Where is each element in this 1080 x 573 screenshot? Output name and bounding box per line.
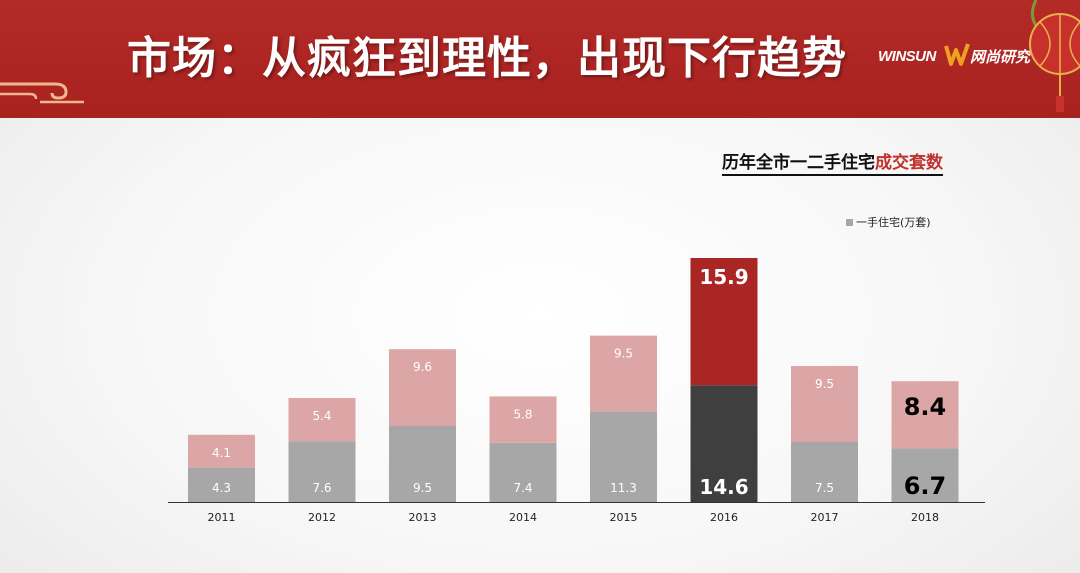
chart-title-prefix: 历年全市一二手住宅 xyxy=(722,153,875,173)
bar-top-2017 xyxy=(791,366,858,442)
data-label-bottom-2013: 9.5 xyxy=(413,481,432,495)
bar-top-2011 xyxy=(188,434,255,468)
bar-top-2013 xyxy=(389,349,456,426)
legend-label: 一手住宅(万套) xyxy=(856,216,931,229)
logo-text-en: WINSUN xyxy=(878,48,936,65)
data-label-top-2012: 5.4 xyxy=(312,409,331,423)
data-label-top-2014: 5.8 xyxy=(513,407,532,421)
data-label-top-2016: 15.9 xyxy=(699,265,748,289)
data-label-bottom-2012: 7.6 xyxy=(312,481,331,495)
data-label-top-2011: 4.1 xyxy=(212,446,231,460)
data-label-bottom-2014: 7.4 xyxy=(513,481,532,495)
bar-bottom-2012 xyxy=(288,441,356,502)
x-tick-label-2017: 2017 xyxy=(811,511,839,524)
bar-bottom-2014 xyxy=(489,442,557,502)
logo-text-cn: 网尚研究 xyxy=(970,48,1031,66)
bar-bottom-2016 xyxy=(690,385,758,502)
cloud-swirl-decoration xyxy=(0,82,84,104)
data-label-top-2015: 9.5 xyxy=(614,347,633,361)
data-label-bottom-2016: 14.6 xyxy=(699,475,748,499)
bar-top-2015 xyxy=(590,335,657,412)
data-label-bottom-2011: 4.3 xyxy=(212,481,231,495)
x-tick-label-2015: 2015 xyxy=(610,511,638,524)
legend-swatch xyxy=(846,218,853,226)
bar-bottom-2015 xyxy=(590,411,657,502)
data-label-bottom-2015: 11.3 xyxy=(610,481,637,495)
bar-bottom-2013 xyxy=(389,426,456,502)
bar-bottom-2017 xyxy=(791,442,858,502)
x-tick-label-2018: 2018 xyxy=(911,511,939,524)
logo-mark-icon xyxy=(944,43,970,66)
chart-title-highlight: 成交套数 xyxy=(875,153,943,173)
header-banner: 市场：从疯狂到理性，出现下行趋势 WINSUN 网尚研究 xyxy=(0,0,1080,118)
chart-title: 历年全市一二手住宅成交套数 xyxy=(722,148,943,176)
page-title: 市场：从疯狂到理性，出现下行趋势 xyxy=(127,33,847,84)
bar-bottom-2018 xyxy=(891,448,959,502)
lantern-decoration xyxy=(1029,0,1080,112)
x-tick-label-2013: 2013 xyxy=(409,511,437,524)
bar-top-2014 xyxy=(489,396,557,443)
x-tick-label-2016: 2016 xyxy=(710,511,738,524)
x-tick-label-2012: 2012 xyxy=(308,511,336,524)
chart-legend: 一手住宅(万套) xyxy=(846,214,931,230)
x-tick-label-2011: 2011 xyxy=(208,511,236,524)
bar-top-2016 xyxy=(690,258,758,386)
data-label-top-2018: 8.4 xyxy=(904,393,947,421)
bar-top-2018 xyxy=(891,381,959,449)
data-label-top-2017: 9.5 xyxy=(815,377,834,391)
x-tick-label-2014: 2014 xyxy=(509,511,537,524)
data-label-bottom-2017: 7.5 xyxy=(815,481,834,495)
bar-top-2012 xyxy=(288,398,356,442)
data-label-top-2013: 9.6 xyxy=(413,360,432,374)
data-label-bottom-2018: 6.7 xyxy=(904,472,947,500)
bar-bottom-2011 xyxy=(188,467,255,502)
